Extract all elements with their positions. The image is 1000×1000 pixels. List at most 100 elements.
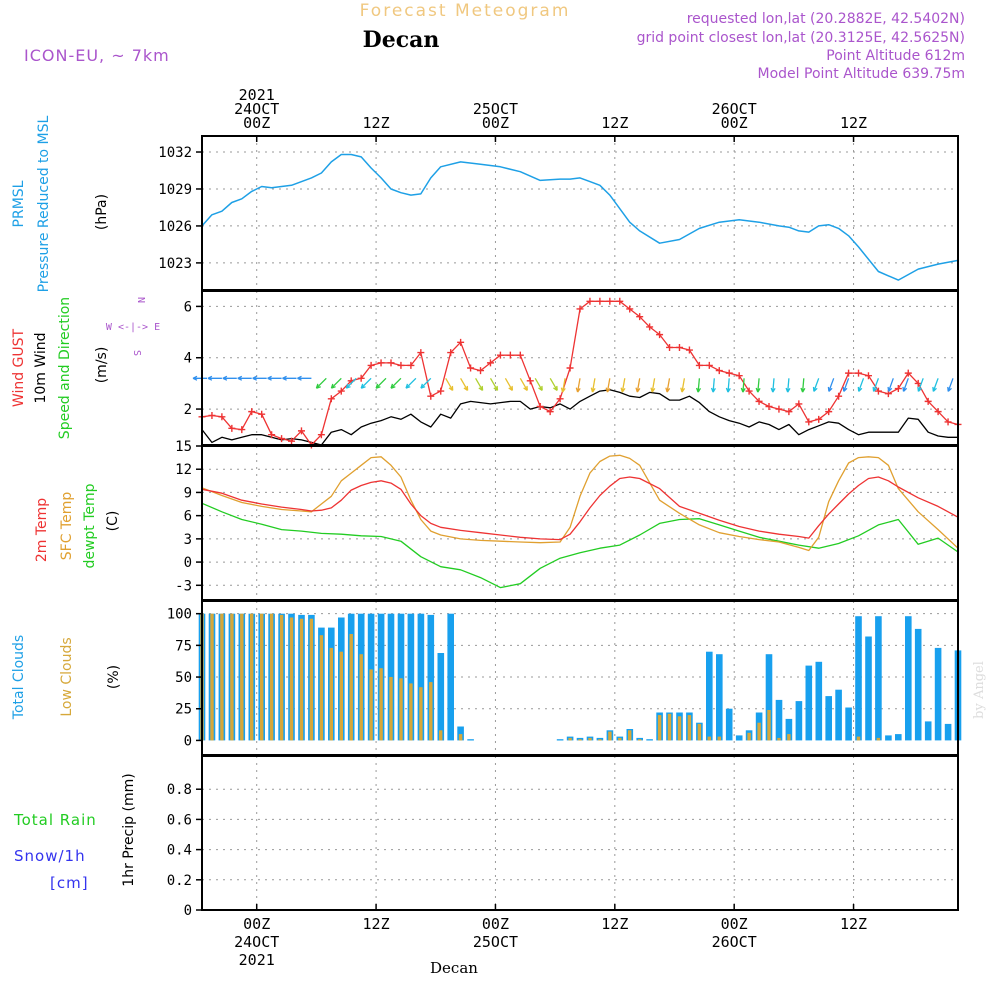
low-cloud-bar [279,614,284,741]
top-time-label: 12Z [840,114,867,132]
low-cloud-bar [359,654,363,741]
total-cloud-bar [596,737,604,741]
total-cloud-bar [646,739,653,741]
gust-point [596,297,604,305]
pressure-tick-label: 1026 [158,219,192,235]
clouds-panel-frame [201,600,959,756]
wind-panel-frame [201,290,959,446]
gust-point [626,305,634,313]
low-cloud-bar [329,647,333,741]
total-cloud-bar [437,653,445,741]
requested-coords: requested lon,lat (20.2882E, 42.5402N) [687,11,965,27]
gust-point [516,351,524,359]
temp-tick-label: 0 [184,555,192,571]
precip-tick-label: 0.6 [167,812,192,828]
top-time-label: 00Z [721,114,748,132]
gust-point [427,392,435,400]
low-cloud-bar [598,739,602,741]
wind-direction-arrow [360,377,372,389]
gust-point [695,361,703,369]
gust-point [685,346,693,354]
wind-direction-arrow [575,378,581,393]
gust-point [646,323,654,331]
temp2m-line [201,476,959,541]
total-cloud-bar [407,613,415,741]
gust-point [238,426,246,434]
wind-direction-arrow [785,378,791,393]
wind-direction-arrow [252,375,267,381]
gust-point [317,431,325,439]
compass-we: W <-|-> E [106,322,160,333]
gust-point [377,359,385,367]
low-cloud-bar [707,736,711,741]
wind-direction-arrow [650,378,656,393]
footer-location: Decan [430,959,478,977]
top-time-label: 12Z [363,114,390,132]
low-cloud-bar [230,613,234,741]
gust-point [675,343,683,351]
total-cloud-bar [795,701,803,741]
wind-labels: Wind GUST 10m Wind Speed and Direction (… [11,297,160,439]
wind-direction-arrow [590,378,596,393]
gust-point [944,418,952,426]
total-cloud-bar [914,628,922,741]
wind-direction-arrow [620,378,626,393]
low-cloud-bar [747,732,751,741]
credit-watermark: by Angel [972,661,987,719]
gust-point [934,408,942,416]
gust-point [725,369,733,377]
gust-point [894,385,902,393]
wind-direction-arrow [405,377,417,389]
total-cloud-bar [725,708,733,741]
wind-direction-arrow [460,377,469,391]
total-cloud-bar [775,699,783,741]
low-cloud-bar [757,722,761,741]
wind-direction-arrow [695,378,702,393]
frame-layer: 103210291026102364215129630-310075502500… [158,86,959,969]
total-cloud-bar [735,735,743,741]
pressure-tick-label: 1032 [158,145,192,161]
gust-point [258,410,266,418]
gust-point [566,364,574,372]
total-cloud-bar [636,737,643,741]
model-altitude: Model Point Altitude 639.75m [758,66,965,82]
gust-point [616,297,624,305]
wind-direction-arrow [887,378,894,392]
pressure-label-2: Pressure Reduced to MSL [36,115,52,292]
total-cloud-bar [785,718,793,741]
wind-direction-arrow [800,378,806,393]
total-cloud-bar [805,665,813,741]
total-cloud-bar [397,613,405,741]
gust-point [586,297,594,305]
wind-direction-arrow [635,378,641,393]
gust-point [417,349,425,357]
wind-direction-arrow [857,378,865,392]
low-cloud-bar [289,617,294,741]
wind-direction-arrow [917,378,924,392]
gust-point [506,351,514,359]
gust-point [357,374,365,382]
dewpt-line [201,502,959,589]
pressure-unit: (hPa) [94,194,110,230]
gust-point [765,403,773,410]
gust-point [825,408,833,416]
precip-panel-frame [201,755,959,911]
low-cloud-bar [856,736,861,741]
total-cloud-bar [924,721,932,741]
total-cloud-bar [835,689,842,741]
wind-direction-arrow [297,375,312,381]
top-time-label: 26OCT [712,100,757,118]
total-cloud-bar [944,723,952,741]
top-time-label: 12Z [601,114,628,132]
cloud-unit: (%) [106,665,122,689]
gust-point [457,338,465,346]
gust-point [387,359,395,367]
total-cloud-bar [556,739,564,741]
pressure-tick-label: 1023 [158,256,192,272]
gust-point [845,369,853,377]
total-cloud-bar [576,737,584,741]
wind-label: 10m Wind [33,332,49,403]
wind-direction-arrow [375,377,387,389]
low-cloud-bar [319,635,324,741]
